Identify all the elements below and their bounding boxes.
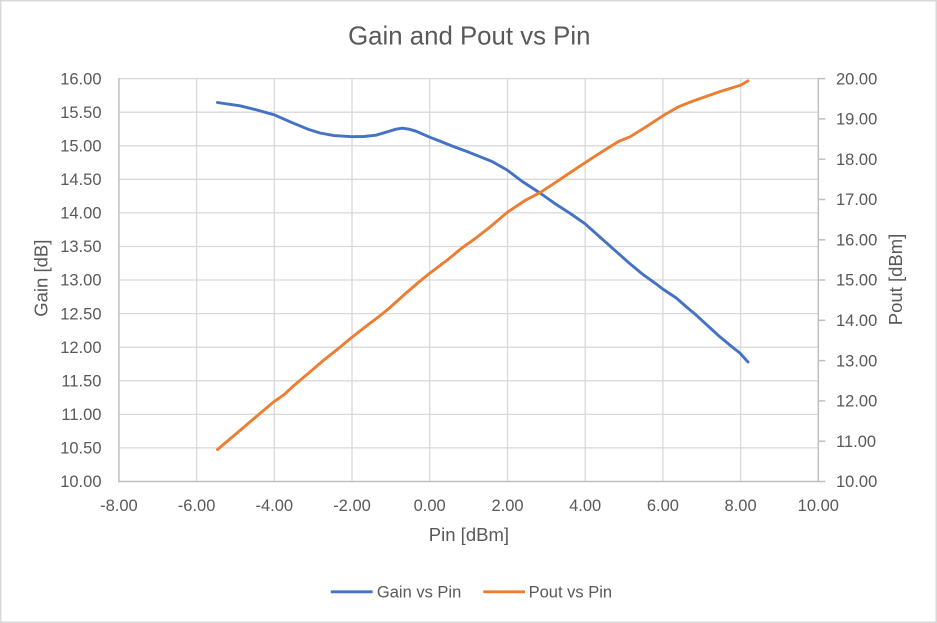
- svg-text:Pin [dBm]: Pin [dBm]: [429, 524, 509, 545]
- svg-text:12.00: 12.00: [60, 339, 101, 357]
- svg-text:20.00: 20.00: [836, 70, 877, 88]
- svg-text:15.00: 15.00: [836, 272, 877, 290]
- svg-text:16.00: 16.00: [60, 70, 101, 88]
- svg-text:14.00: 14.00: [836, 312, 877, 330]
- svg-text:-4.00: -4.00: [255, 497, 293, 515]
- svg-text:Gain [dB]: Gain [dB]: [31, 240, 52, 317]
- svg-text:13.00: 13.00: [60, 272, 101, 290]
- svg-text:10.50: 10.50: [60, 440, 101, 458]
- svg-text:13.00: 13.00: [836, 352, 877, 370]
- svg-text:10.00: 10.00: [836, 473, 877, 491]
- svg-text:10.00: 10.00: [60, 473, 101, 491]
- svg-text:-6.00: -6.00: [178, 497, 216, 515]
- svg-text:15.50: 15.50: [60, 104, 101, 122]
- svg-text:16.00: 16.00: [836, 232, 877, 250]
- svg-text:-2.00: -2.00: [333, 497, 371, 515]
- svg-text:11.00: 11.00: [61, 406, 101, 424]
- svg-text:4.00: 4.00: [569, 497, 601, 515]
- svg-text:Pout [dBm]: Pout [dBm]: [885, 234, 906, 326]
- svg-text:10.00: 10.00: [798, 497, 839, 515]
- svg-text:-8.00: -8.00: [100, 497, 138, 515]
- svg-text:14.50: 14.50: [60, 171, 101, 189]
- svg-text:2.00: 2.00: [491, 497, 523, 515]
- svg-text:Gain vs Pin: Gain vs Pin: [377, 584, 461, 602]
- svg-text:0.00: 0.00: [414, 497, 446, 515]
- svg-text:Pout vs Pin: Pout vs Pin: [529, 584, 612, 602]
- svg-text:Gain and Pout vs Pin: Gain and Pout vs Pin: [348, 23, 590, 51]
- svg-text:19.00: 19.00: [836, 111, 877, 129]
- svg-text:12.00: 12.00: [836, 393, 877, 411]
- svg-text:8.00: 8.00: [725, 497, 757, 515]
- svg-text:17.00: 17.00: [836, 191, 877, 209]
- svg-text:11.00: 11.00: [836, 433, 876, 451]
- svg-text:15.00: 15.00: [60, 138, 101, 156]
- svg-text:18.00: 18.00: [836, 151, 877, 169]
- svg-text:14.00: 14.00: [60, 205, 101, 223]
- svg-text:6.00: 6.00: [647, 497, 679, 515]
- svg-text:12.50: 12.50: [60, 305, 101, 323]
- svg-text:13.50: 13.50: [60, 238, 101, 256]
- svg-text:11.50: 11.50: [61, 373, 101, 391]
